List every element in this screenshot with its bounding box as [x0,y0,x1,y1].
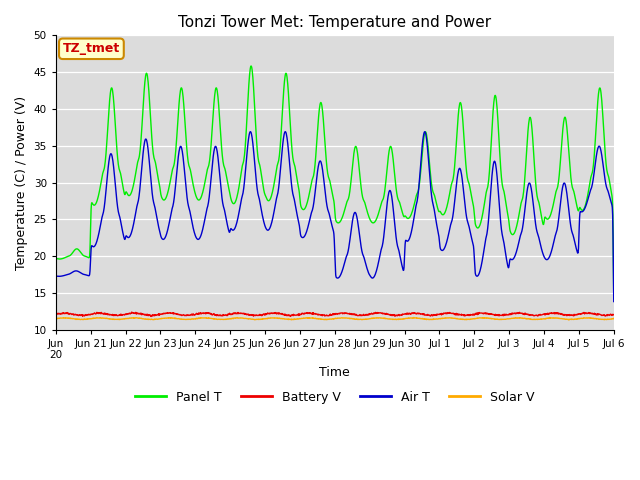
Line: Solar V: Solar V [56,317,614,320]
Battery V [610,312,618,318]
Panel T [247,63,255,69]
Battery V [52,311,60,317]
Solar V [565,317,573,323]
Line: Battery V: Battery V [56,312,614,316]
Line: Panel T: Panel T [56,66,614,298]
Air T [310,199,317,205]
Air T [603,185,611,191]
Air T [321,183,328,189]
Solar V [320,317,328,323]
Panel T [140,105,147,110]
Air T [548,245,556,251]
Solar V [310,315,317,321]
Battery V [147,313,155,319]
Panel T [610,295,618,301]
Panel T [548,206,556,212]
Solar V [140,316,147,322]
Solar V [604,317,611,323]
Battery V [310,311,318,317]
Solar V [548,315,556,321]
Title: Tonzi Tower Met: Temperature and Power: Tonzi Tower Met: Temperature and Power [178,15,492,30]
Line: Air T: Air T [56,132,614,301]
Battery V [549,311,557,316]
Panel T [603,168,611,173]
Panel T [52,256,60,262]
Panel T [321,132,328,138]
Air T [140,151,147,156]
Panel T [467,188,474,194]
Solar V [52,316,60,322]
Solar V [546,314,554,320]
Text: TZ_tmet: TZ_tmet [63,42,120,55]
Battery V [128,309,136,315]
X-axis label: Time: Time [319,366,350,379]
Panel T [310,171,317,177]
Air T [467,231,474,237]
Y-axis label: Temperature (C) / Power (V): Temperature (C) / Power (V) [15,96,28,270]
Solar V [610,315,618,321]
Air T [610,299,618,304]
Battery V [321,313,328,319]
Battery V [140,312,147,317]
Legend: Panel T, Battery V, Air T, Solar V: Panel T, Battery V, Air T, Solar V [130,386,540,409]
Battery V [467,312,475,318]
Solar V [467,316,474,322]
Air T [282,129,289,134]
Air T [52,273,60,279]
Battery V [604,312,611,318]
